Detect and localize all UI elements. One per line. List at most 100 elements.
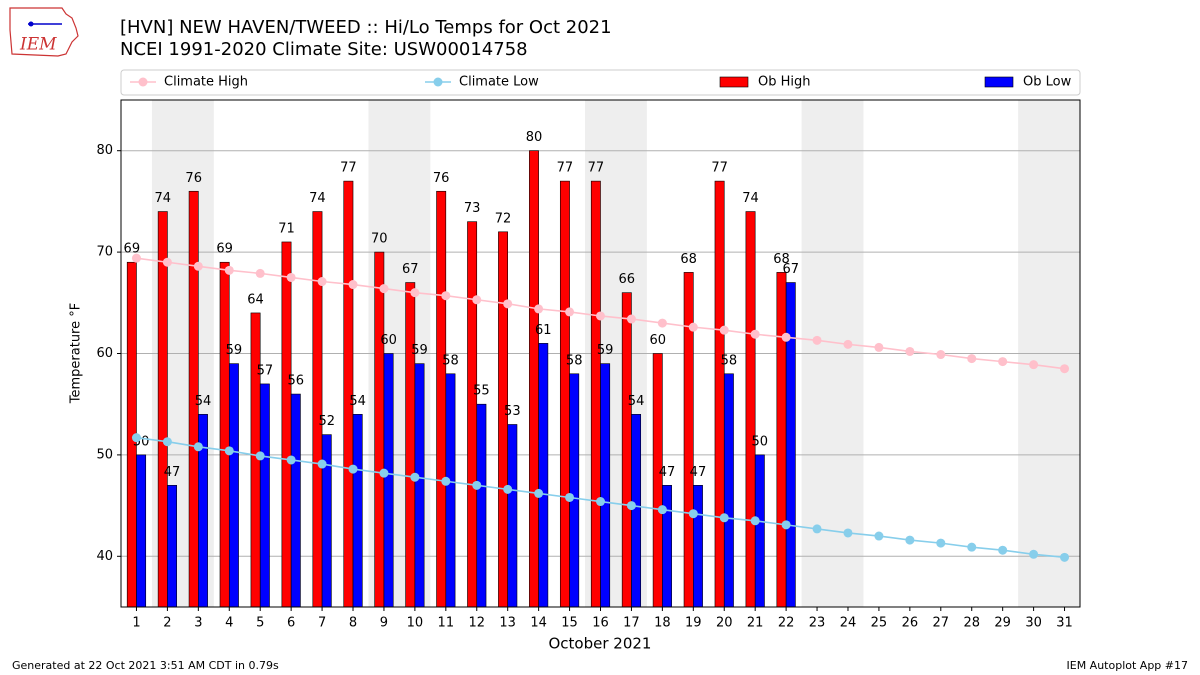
point [193, 442, 203, 452]
y-axis-label: Temperature °F [69, 303, 84, 404]
x-tick-label: 29 [994, 616, 1011, 631]
point [1060, 552, 1070, 562]
data-label: 55 [473, 384, 490, 399]
point [905, 346, 915, 356]
point [750, 329, 760, 339]
x-tick-label: 4 [225, 616, 233, 631]
point [410, 288, 420, 298]
bar [776, 272, 787, 608]
point [410, 472, 420, 482]
bar [312, 211, 323, 608]
legend-swatch [984, 76, 1014, 88]
x-tick-label: 17 [623, 616, 640, 631]
point [286, 455, 296, 465]
point [503, 484, 513, 494]
x-tick-label: 7 [318, 616, 326, 631]
point [193, 261, 203, 271]
point [719, 513, 729, 523]
point [224, 265, 234, 275]
y-tick-label: 60 [96, 346, 113, 361]
x-tick-label: 2 [163, 616, 171, 631]
point [998, 545, 1008, 555]
logo-icon [28, 21, 34, 27]
point [626, 501, 636, 511]
data-label: 59 [226, 343, 243, 358]
bar [445, 373, 456, 608]
data-label: 60 [649, 333, 666, 348]
y-tick-label: 40 [96, 549, 113, 564]
chart-subtitle: NCEI 1991-2020 Climate Site: USW00014758 [120, 39, 528, 60]
x-tick-label: 26 [902, 616, 919, 631]
point [286, 272, 296, 282]
x-tick-label: 21 [747, 616, 764, 631]
x-tick-label: 18 [654, 616, 671, 631]
bar [714, 180, 725, 608]
logo-outline [9, 7, 79, 57]
data-label: 67 [402, 262, 419, 277]
data-label: 77 [588, 161, 605, 176]
x-tick-label: 3 [194, 616, 202, 631]
data-label: 56 [288, 374, 305, 389]
data-label: 58 [721, 353, 738, 368]
bar [785, 282, 796, 608]
point [348, 464, 358, 474]
data-label: 60 [380, 333, 397, 348]
data-label: 77 [557, 161, 574, 176]
data-label: 76 [433, 171, 450, 186]
y-tick-label: 70 [96, 245, 113, 260]
point [998, 357, 1008, 367]
bar [436, 190, 447, 608]
data-label: 76 [185, 171, 202, 186]
point [1029, 549, 1039, 559]
bar [652, 353, 663, 608]
point [781, 520, 791, 530]
point [565, 307, 575, 317]
legend-label: Climate High [164, 75, 248, 90]
bar [683, 272, 694, 608]
x-tick-label: 15 [561, 616, 578, 631]
point [688, 509, 698, 519]
data-label: 68 [773, 252, 790, 267]
point [967, 354, 977, 364]
point [379, 468, 389, 478]
point [472, 295, 482, 305]
data-label: 54 [349, 394, 366, 409]
point [812, 335, 822, 345]
chart-title: [HVN] NEW HAVEN/TWEED :: Hi/Lo Temps for… [120, 17, 612, 38]
data-label: 70 [371, 232, 388, 247]
x-tick-label: 6 [287, 616, 295, 631]
x-tick-label: 28 [963, 616, 980, 631]
point [162, 437, 172, 447]
bar [621, 292, 632, 608]
x-tick-label: 20 [716, 616, 733, 631]
data-label: 61 [535, 323, 552, 338]
x-tick-label: 5 [256, 616, 264, 631]
data-label: 68 [680, 252, 697, 267]
data-label: 50 [752, 434, 769, 449]
point [781, 332, 791, 342]
x-tick-label: 12 [468, 616, 485, 631]
bar [467, 221, 478, 608]
data-label: 47 [164, 465, 181, 480]
point [255, 451, 265, 461]
x-tick-label: 10 [407, 616, 424, 631]
data-label: 80 [526, 130, 543, 145]
point [874, 531, 884, 541]
bar [281, 241, 292, 608]
data-label: 54 [195, 394, 212, 409]
bar [374, 251, 385, 608]
x-tick-label: 13 [499, 616, 516, 631]
data-label: 59 [411, 343, 428, 358]
data-label: 66 [619, 272, 636, 287]
data-label: 69 [216, 242, 233, 257]
point [843, 528, 853, 538]
data-label: 64 [247, 292, 264, 307]
point [626, 314, 636, 324]
footer-right: IEM Autoplot App #17 [1067, 659, 1189, 672]
point [688, 322, 698, 332]
x-tick-label: 25 [871, 616, 888, 631]
bar [290, 393, 301, 608]
x-tick-label: 8 [349, 616, 357, 631]
x-tick-label: 23 [809, 616, 826, 631]
y-tick-label: 80 [96, 143, 113, 158]
